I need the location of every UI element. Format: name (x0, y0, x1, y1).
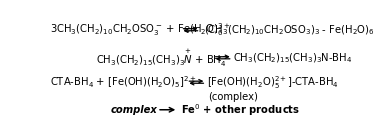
Text: (complex): (complex) (208, 92, 258, 102)
Text: (CH$_3$(CH$_2$)$_{10}$CH$_2$OSO$_3$)$_3$ - Fe(H$_2$O)$_6$: (CH$_3$(CH$_2$)$_{10}$CH$_2$OSO$_3$)$_3$… (204, 23, 375, 36)
Text: CH$_3$(CH$_2$)$_{15}$(CH$_3$)$_3$N-BH$_4$: CH$_3$(CH$_2$)$_{15}$(CH$_3$)$_3$N-BH$_4… (233, 51, 353, 65)
Text: complex: complex (110, 105, 157, 115)
Text: CTA-BH$_4$ + [Fe(OH)(H$_2$O)$_5$]$^{2+}$: CTA-BH$_4$ + [Fe(OH)(H$_2$O)$_5$]$^{2+}$ (50, 74, 197, 90)
Text: Fe$^0$ + other products: Fe$^0$ + other products (181, 102, 300, 118)
Text: 3CH$_3$(CH$_2$)$_{10}$CH$_2$OSO$_3^-$ + Fe(H$_2$O)$_6^{3+}$: 3CH$_3$(CH$_2$)$_{10}$CH$_2$OSO$_3^-$ + … (50, 21, 231, 38)
Text: [Fe(OH)(H$_2$O)$_5^{2+}$]-CTA-BH$_4$: [Fe(OH)(H$_2$O)$_5^{2+}$]-CTA-BH$_4$ (207, 74, 339, 91)
Text: CH$_3$(CH$_2$)$_{15}$(CH$_3$)$_3\overset{+}{N}$ + BH$_4^-$: CH$_3$(CH$_2$)$_{15}$(CH$_3$)$_3\overset… (96, 47, 229, 69)
